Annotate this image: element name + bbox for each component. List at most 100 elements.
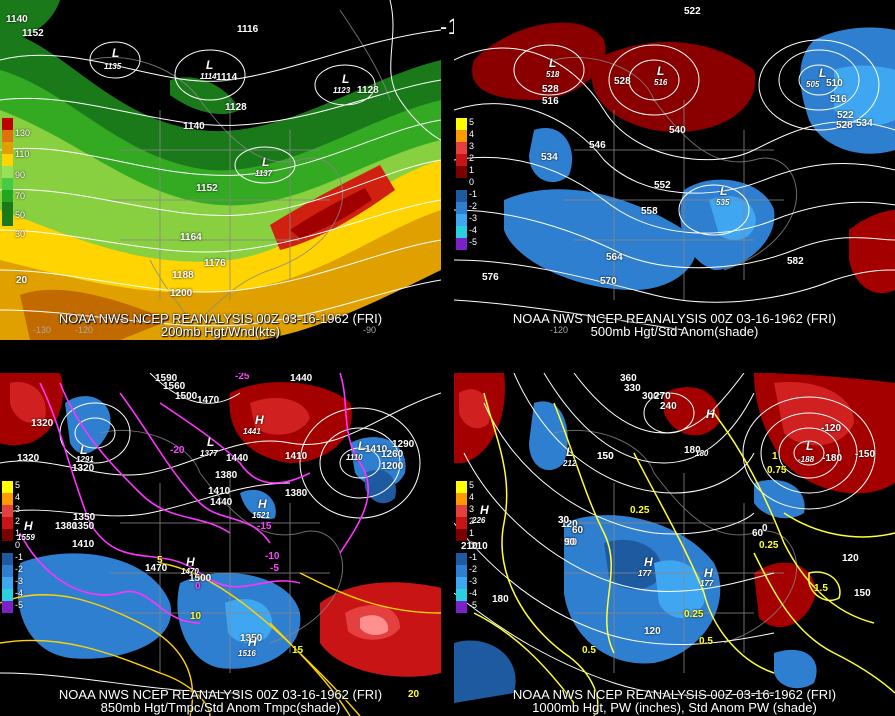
colorbar-tick: 1 bbox=[15, 528, 21, 538]
low-value: 1291 bbox=[76, 455, 94, 464]
caption-source: NOAA NWS NCEP REANALYSIS 00Z 03-16-1962 … bbox=[58, 311, 383, 326]
temperature-label: -10 bbox=[265, 551, 280, 562]
high-value: 226 bbox=[472, 516, 486, 525]
longitude-label: -120 bbox=[550, 325, 569, 335]
high-marker: H bbox=[480, 503, 489, 517]
contour-label: 60 bbox=[752, 528, 764, 539]
pw-label: 0.75 bbox=[767, 465, 787, 476]
colorbar-tick: -3 bbox=[469, 213, 478, 223]
low-marker: L bbox=[720, 184, 728, 198]
colorbar-tick: -5 bbox=[469, 600, 478, 610]
contour-label: 30 bbox=[558, 515, 570, 526]
contour-label: 60 bbox=[572, 525, 584, 536]
caption-source: NOAA NWS NCEP REANALYSIS 00Z 03-16-1962 … bbox=[58, 687, 383, 702]
pw-label: 0.5 bbox=[582, 645, 596, 656]
contour-label: 1500 bbox=[175, 391, 198, 402]
contour-label: 120 bbox=[644, 626, 661, 637]
colorbar-tick: 2 bbox=[469, 153, 475, 163]
contour-label: 1380 bbox=[215, 470, 238, 481]
high-value: 1521 bbox=[252, 511, 270, 520]
map-1000mb bbox=[454, 373, 895, 716]
contour-label: 330 bbox=[624, 383, 641, 394]
contour-label: 534 bbox=[856, 118, 873, 129]
contour-label: 1410 bbox=[72, 539, 95, 550]
colorbar-tick: 110 bbox=[15, 149, 30, 159]
low-value: 1114 bbox=[200, 72, 217, 81]
contour-label: 582 bbox=[787, 256, 804, 267]
contour-label: 150 bbox=[854, 588, 871, 599]
colorbar-tick: 4 bbox=[469, 129, 475, 139]
contour-label: 150 bbox=[597, 451, 614, 462]
low-value: 212 bbox=[563, 459, 577, 468]
contour-label: 1114 bbox=[216, 72, 238, 83]
contour-label: 1440 bbox=[226, 453, 249, 464]
contour-label: 534 bbox=[541, 152, 558, 163]
contour-label: 1290 bbox=[392, 439, 415, 450]
pw-label: 0.25 bbox=[759, 540, 779, 551]
contour-label: 1380 bbox=[285, 488, 308, 499]
longitude-label: -130 bbox=[33, 325, 52, 335]
low-marker: L bbox=[80, 443, 88, 457]
colorbar-tick: 30 bbox=[15, 229, 26, 239]
low-value: 1377 bbox=[200, 449, 218, 458]
low-value: 1123 bbox=[333, 86, 351, 95]
map-200mb bbox=[0, 0, 441, 340]
contour-label: 300 bbox=[642, 391, 659, 402]
contour-label: 522 bbox=[837, 110, 854, 121]
contour-label: 180 bbox=[492, 594, 509, 605]
contour-label: 1164 bbox=[180, 232, 202, 243]
contour-label: 90 bbox=[564, 537, 576, 548]
contour-label: 1350 bbox=[72, 521, 95, 532]
high-value: 1441 bbox=[243, 427, 261, 436]
high-value: 180 bbox=[695, 449, 709, 458]
contour-label: 1320 bbox=[17, 453, 40, 464]
pw-label: 0.25 bbox=[630, 505, 650, 516]
colorbar-tick: 2 bbox=[15, 516, 21, 526]
temperature-label: 0 bbox=[195, 581, 201, 592]
map-500mb bbox=[454, 0, 895, 340]
temperature-label-yellow: 20 bbox=[408, 689, 420, 700]
high-marker: H bbox=[704, 566, 713, 580]
pw-label: 1 bbox=[772, 451, 778, 462]
contour-label: 210 bbox=[471, 541, 488, 552]
caption-field: 1000mb Hgt, PW (inches), Std Anom PW (sh… bbox=[532, 700, 817, 715]
contour-label: 1410 bbox=[285, 451, 308, 462]
contour-label: 528 bbox=[836, 120, 853, 131]
colorbar-tick: -2 bbox=[469, 564, 478, 574]
colorbar-tick: 0 bbox=[15, 540, 21, 550]
colorbar-wind bbox=[2, 118, 13, 226]
contour-label: 552 bbox=[654, 180, 671, 191]
low-marker: L bbox=[819, 66, 827, 80]
contour-label: 516 bbox=[542, 96, 559, 107]
contour-label: 516 bbox=[830, 94, 847, 105]
map-850mb bbox=[0, 373, 441, 716]
high-value: 177 bbox=[638, 569, 652, 578]
low-value: 1137 bbox=[255, 169, 273, 178]
contour-label: 522 bbox=[684, 6, 701, 17]
contour-label: 240 bbox=[660, 401, 677, 412]
high-value: 177 bbox=[700, 579, 714, 588]
contour-label: 564 bbox=[606, 252, 623, 263]
contour-label: -150 bbox=[855, 449, 876, 460]
low-value: 516 bbox=[654, 78, 668, 87]
low-value: -188 bbox=[798, 455, 815, 464]
low-marker: L bbox=[112, 46, 120, 60]
contour-label: 90 bbox=[566, 537, 578, 548]
pw-label: 1.5 bbox=[814, 583, 828, 594]
low-marker: L bbox=[342, 72, 350, 86]
contour-label: 510 bbox=[826, 78, 843, 89]
contour-label: 1470 bbox=[197, 395, 220, 406]
high-value: 1559 bbox=[17, 533, 35, 542]
colorbar-tick: -3 bbox=[469, 576, 478, 586]
contour-label: 150 bbox=[597, 451, 614, 462]
colorbar-tick: 1 bbox=[469, 165, 475, 175]
contour-label: 528 bbox=[542, 84, 559, 95]
contour-label: 1200 bbox=[381, 461, 404, 472]
low-marker: L bbox=[262, 155, 270, 169]
colorbar-tick: -2 bbox=[469, 201, 478, 211]
contour-label: 1350 bbox=[73, 512, 96, 523]
colorbar-tick: -3 bbox=[15, 576, 24, 586]
longitude-label: -90 bbox=[363, 325, 377, 335]
colorbar-tick: 3 bbox=[469, 504, 475, 514]
caption-field: 200mb Hgt/Wnd(kts) bbox=[160, 324, 281, 339]
